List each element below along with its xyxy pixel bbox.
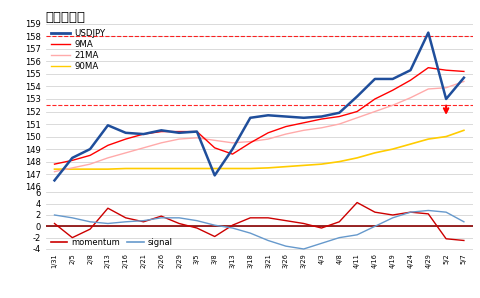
Text: 為替ドル円: 為替ドル円 (46, 11, 85, 24)
Legend: USDJPY, 9MA, 21MA, 90MA: USDJPY, 9MA, 21MA, 90MA (50, 28, 106, 72)
Legend: momentum, signal: momentum, signal (50, 237, 173, 248)
